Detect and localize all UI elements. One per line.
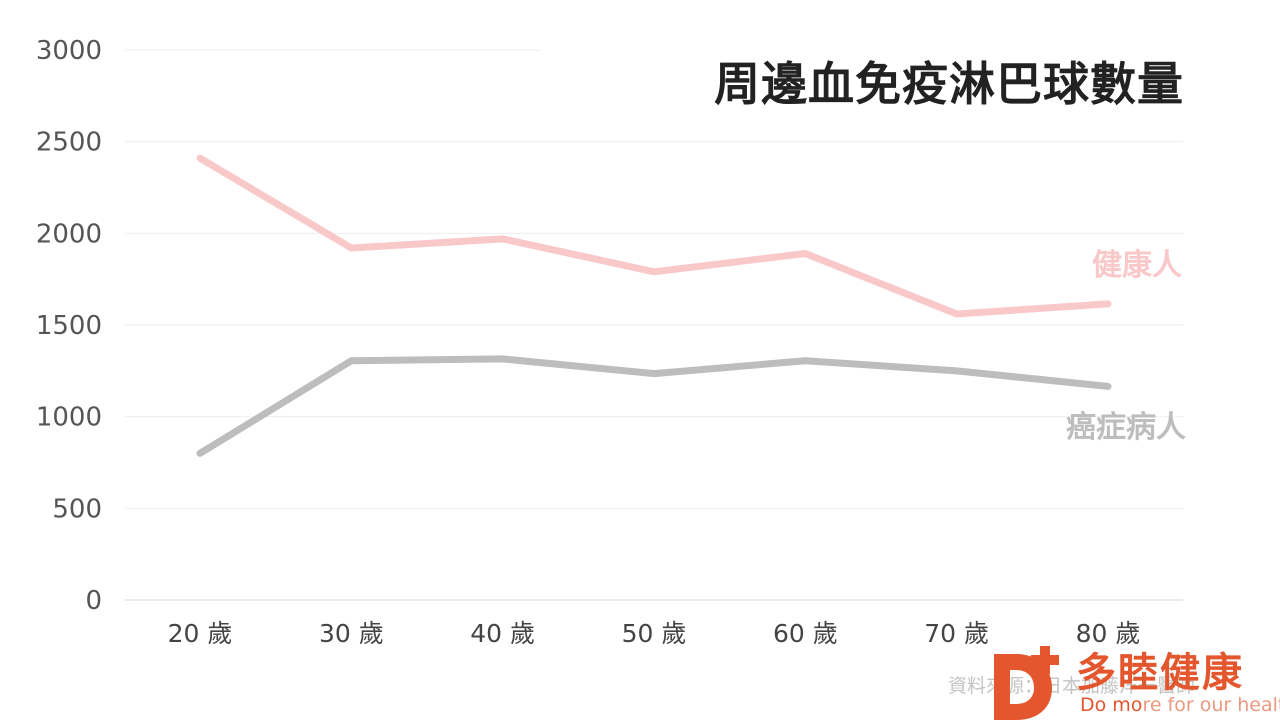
series-line bbox=[200, 359, 1108, 453]
series-lines bbox=[200, 158, 1108, 453]
gridlines bbox=[125, 50, 1183, 600]
y-tick-label: 2000 bbox=[36, 219, 102, 249]
series-label: 癌症病人 bbox=[1066, 410, 1186, 445]
logo-chinese-name: 多睦健康 bbox=[1076, 640, 1244, 698]
y-tick-label: 0 bbox=[85, 586, 102, 616]
x-tick-label: 50 歲 bbox=[622, 619, 687, 648]
brand-logo: 多睦健康 Do more for our health bbox=[990, 636, 1280, 720]
y-tick-label: 1500 bbox=[36, 311, 102, 341]
y-tick-label: 1000 bbox=[36, 403, 102, 433]
x-tick-label: 40 歲 bbox=[470, 619, 535, 648]
logo-tagline-rest: re for our health bbox=[1142, 694, 1280, 716]
x-tick-label: 30 歲 bbox=[319, 619, 384, 648]
y-tick-label: 3000 bbox=[36, 36, 102, 66]
x-tick-label: 20 歲 bbox=[168, 619, 233, 648]
x-tick-label: 70 歲 bbox=[924, 619, 989, 648]
logo-d-plus-icon bbox=[990, 646, 1070, 722]
series-label: 健康人 bbox=[1092, 248, 1182, 283]
x-tick-label: 60 歲 bbox=[773, 619, 838, 648]
logo-tagline: Do more for our health bbox=[1080, 694, 1280, 716]
y-tick-label: 500 bbox=[52, 494, 102, 524]
chart-title: 周邊血免疫淋巴球數量 bbox=[714, 48, 1184, 114]
series-line bbox=[200, 158, 1108, 314]
logo-tagline-bold: Do mo bbox=[1080, 694, 1142, 716]
y-axis-ticks: 0 500 1000 1500 2000 2500 3000 bbox=[36, 36, 102, 616]
y-tick-label: 2500 bbox=[36, 128, 102, 158]
